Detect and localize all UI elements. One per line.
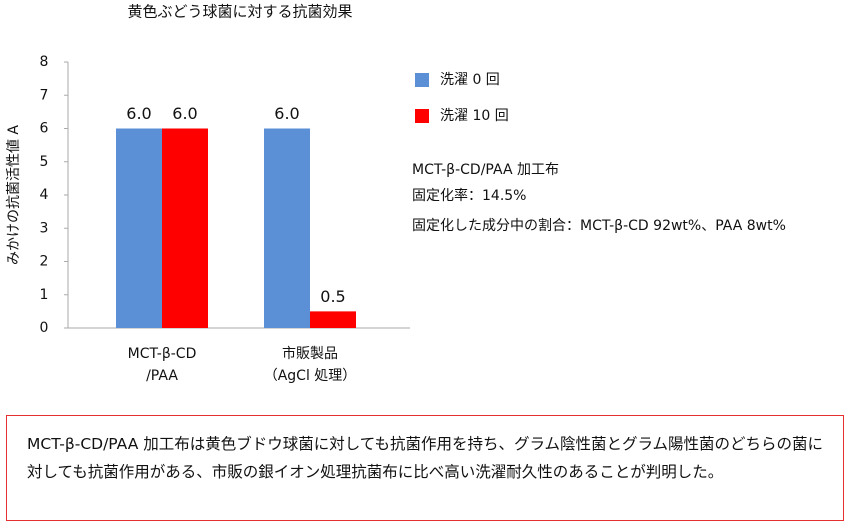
y-axis-label: みかけの抗菌活性値 A <box>6 125 22 265</box>
annotation: 固定化率：14.5% <box>412 187 526 204</box>
y-tick-label: 2 <box>40 254 49 270</box>
value-label: 0.5 <box>320 287 345 306</box>
bar <box>116 128 162 328</box>
y-tick-label: 0 <box>40 320 49 336</box>
legend-swatch <box>415 73 429 87</box>
x-tick-label: MCT-β-CD <box>128 346 197 362</box>
value-label: 6.0 <box>126 104 151 123</box>
legend-swatch <box>415 109 429 123</box>
chart: 黄色ぶどう球菌に対する抗菌効果 みかけの抗菌活性値 A 0 1 2 3 4 5 6 7 8 MCT… <box>6 3 786 385</box>
y-tick-label: 4 <box>40 187 49 203</box>
chart-title: 黄色ぶどう球菌に対する抗菌効果 <box>127 3 352 21</box>
legend-label: 洗濯 0 回 <box>440 72 500 88</box>
bar <box>162 128 208 328</box>
value-label: 6.0 <box>172 104 197 123</box>
x-tick-label: /PAA <box>146 368 178 384</box>
annotation: 固定化した成分中の割合：MCT-β-CD 92wt%、PAA 8wt% <box>412 217 786 234</box>
y-tick-label: 6 <box>40 121 49 137</box>
annotation: MCT-β-CD/PAA 加工布 <box>412 162 559 178</box>
note-box: MCT-β-CD/PAA 加工布は黄色ブドウ球菌に対しても抗菌作用を持ち、グラム… <box>6 415 844 521</box>
bar <box>310 311 356 328</box>
legend-label: 洗濯 10 回 <box>440 108 509 124</box>
bar <box>264 128 310 328</box>
y-tick-label: 8 <box>40 54 49 70</box>
value-label: 6.0 <box>274 104 299 123</box>
y-tick-label: 5 <box>40 154 49 170</box>
y-tick-label: 3 <box>40 220 49 236</box>
x-tick-label: 市販製品 <box>282 345 338 362</box>
y-tick-label: 1 <box>40 287 49 303</box>
y-tick-label: 7 <box>40 87 49 103</box>
x-tick-label: （AgCl 処理） <box>264 368 357 384</box>
